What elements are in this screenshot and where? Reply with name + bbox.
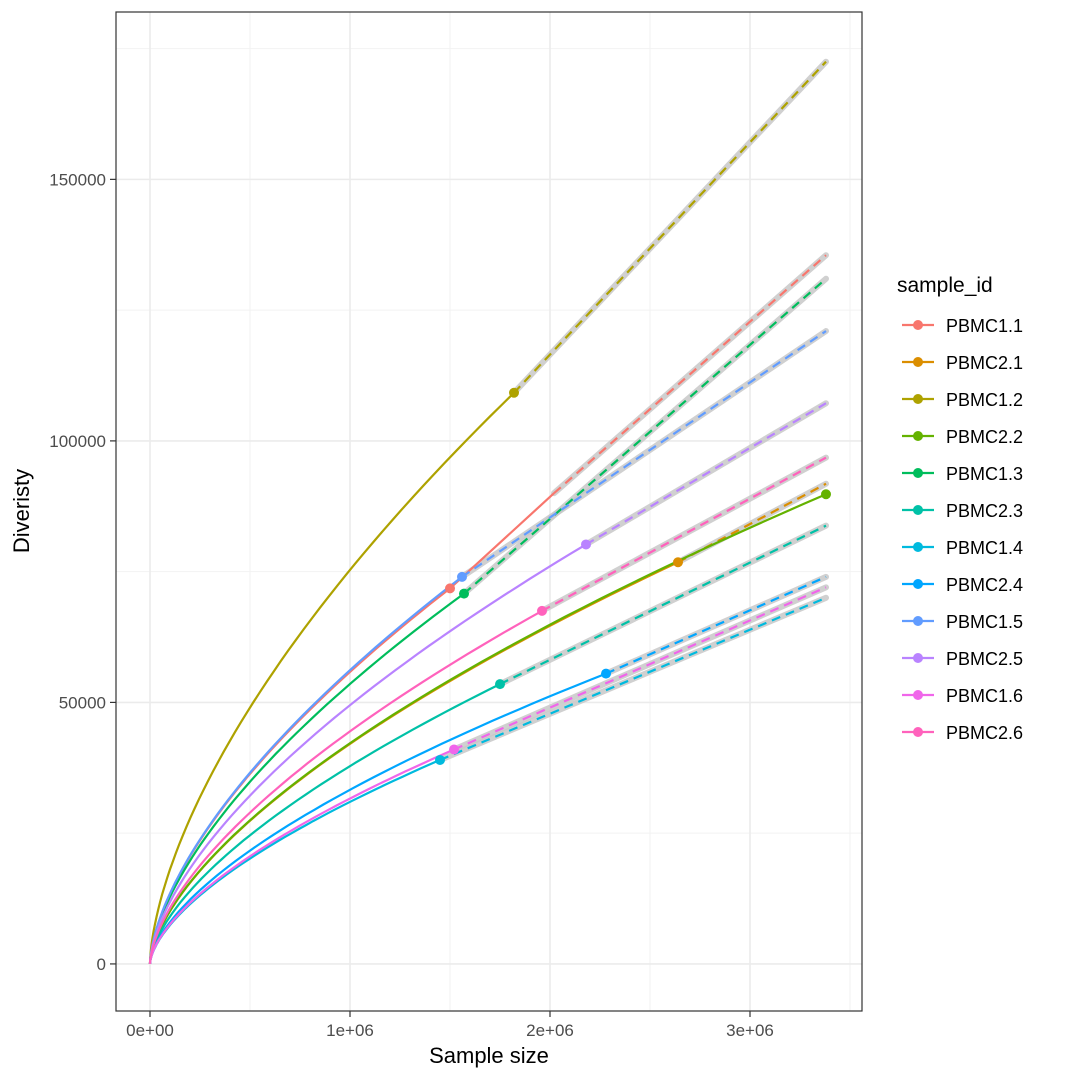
series-line-PBMC1.5 [148,576,463,964]
observed-point-PBMC2.6 [537,605,547,616]
legend-label-PBMC1.5: PBMC1.5 [946,612,1023,632]
legend-key-point-PBMC1.6 [913,690,923,700]
legend-label-PBMC1.2: PBMC1.2 [946,390,1023,410]
extrapolation-line-PBMC2.5 [585,402,827,546]
y-axis-title: Diveristy [9,469,34,553]
legend-key-point-PBMC2.6 [913,727,923,737]
legend-label-PBMC2.5: PBMC2.5 [946,649,1023,669]
y-tick-label: 150000 [49,170,106,189]
extrapolation-line-PBMC2.3 [499,524,827,686]
series-points [435,387,831,765]
observed-point-PBMC1.1 [445,583,455,594]
legend-label-PBMC1.6: PBMC1.6 [946,686,1023,706]
observed-point-PBMC2.5 [581,539,591,550]
observed-point-PBMC2.1 [673,557,683,568]
extrapolation-line-PBMC2.1 [677,482,827,564]
series-line-PBMC2.5 [148,543,587,964]
series-line-PBMC1.2 [148,392,515,964]
observed-point-PBMC1.3 [459,588,469,599]
legend: sample_id PBMC1.1 PBMC2.1 PBMC1.2 PBMC2.2 PB… [897,274,1023,743]
legend-label-PBMC1.3: PBMC1.3 [946,464,1023,484]
extrapolation-line-PBMC1.1 [553,254,827,495]
extrapolation-line-PBMC1.2 [513,60,827,394]
y-tick-label: 0 [97,955,106,974]
legend-label-PBMC2.2: PBMC2.2 [946,427,1023,447]
legend-key-point-PBMC2.2 [913,431,923,441]
legend-key-point-PBMC2.3 [913,505,923,515]
observed-point-PBMC1.6 [449,744,459,755]
legend-key-point-PBMC1.2 [913,394,923,404]
y-tick-label: 100000 [49,432,106,451]
legend-label-PBMC2.3: PBMC2.3 [946,501,1023,521]
x-tick-label: 3e+06 [726,1021,774,1040]
y-tick-label: 50000 [59,693,106,712]
legend-key-point-PBMC1.3 [913,468,923,478]
x-axis-title: Sample size [429,1043,549,1068]
legend-key-point-PBMC1.5 [913,616,923,626]
legend-label-PBMC2.6: PBMC2.6 [946,723,1023,743]
extrapolation-line-PBMC1.6 [453,586,827,751]
plot-border [115,11,863,1012]
extrapolation-line-PBMC1.5 [461,330,827,578]
legend-label-PBMC2.1: PBMC2.1 [946,353,1023,373]
legend-key-point-PBMC2.5 [913,653,923,663]
extrapolation-line-PBMC2.6 [541,456,827,612]
legend-label-PBMC2.4: PBMC2.4 [946,575,1023,595]
legend-key-point-PBMC2.1 [913,357,923,367]
legend-key-point-PBMC1.4 [913,542,923,552]
grid-major [116,12,862,1011]
series-line-PBMC2.2 [148,493,827,964]
legend-key-point-PBMC1.1 [913,320,923,330]
observed-point-PBMC2.3 [495,679,505,690]
observed-point-PBMC1.5 [457,571,467,582]
series-line-PBMC2.3 [148,683,501,964]
extrapolation-line-PBMC1.3 [463,277,827,595]
legend-label-PBMC1.1: PBMC1.1 [946,316,1023,336]
legend-key-point-PBMC2.4 [913,579,923,589]
observed-point-PBMC2.4 [601,668,611,679]
x-axis: 0e+00 1e+06 2e+06 3e+06 [126,1011,774,1040]
series-lines [148,60,827,964]
y-axis: 0 50000 100000 150000 [49,170,116,974]
x-tick-label: 1e+06 [326,1021,374,1040]
extrapolation-line-PBMC2.4 [605,575,827,675]
x-tick-label: 2e+06 [526,1021,574,1040]
legend-title: sample_id [897,274,993,297]
observed-point-PBMC1.2 [509,387,519,398]
x-tick-label: 0e+00 [126,1021,174,1040]
extrapolation-line-PBMC1.4 [439,596,827,761]
observed-point-PBMC2.2 [821,489,831,500]
observed-point-PBMC1.4 [435,754,445,765]
series-line-PBMC1.6 [148,748,455,964]
legend-label-PBMC1.4: PBMC1.4 [946,538,1023,558]
series-line-PBMC2.6 [148,609,543,964]
